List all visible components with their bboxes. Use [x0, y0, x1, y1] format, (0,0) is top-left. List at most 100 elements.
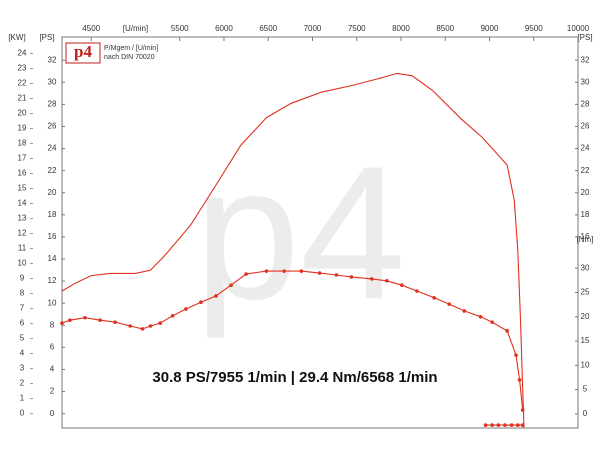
kw-tick-label: 14 [18, 199, 27, 208]
x-tick-label: 4500 [82, 24, 100, 33]
kw-tick-label: 11 [18, 244, 27, 253]
data-point [170, 314, 175, 318]
data-point [229, 283, 233, 288]
kw-tick-label: 4 [20, 349, 25, 358]
x-tick-label: 7000 [304, 24, 322, 33]
kw-tick-label: 20 [18, 109, 27, 118]
y-tick-label: 6 [50, 342, 55, 351]
y-tick-label-right: 20 [581, 188, 590, 197]
kw-tick-label: 16 [18, 169, 27, 178]
x-tick-label: 9500 [525, 24, 543, 33]
data-point [264, 269, 269, 273]
y-tick-label: 10 [48, 298, 57, 307]
data-point [214, 294, 218, 298]
y-tick-label: 18 [48, 210, 57, 219]
y-tick-label: 8 [50, 320, 55, 329]
kw-tick-label: 17 [18, 154, 27, 163]
x-tick-label: 5500 [171, 24, 189, 33]
kw-tick-label: 12 [18, 229, 27, 238]
kw-tick-label: 2 [20, 379, 25, 388]
annotation: 30.8 PS/7955 1/min | 29.4 Nm/6568 1/min [152, 369, 437, 386]
data-point [158, 321, 163, 325]
plot-frame [61, 36, 579, 429]
y-tick-label: 4 [50, 365, 55, 374]
kw-tick-label: 19 [18, 124, 27, 133]
y2-tick-label: 10 [581, 360, 590, 369]
y-tick-label: 0 [50, 409, 55, 418]
data-point [369, 277, 374, 281]
kw-tick-label: 6 [20, 319, 25, 328]
y-tick-label-right: 32 [581, 55, 590, 64]
kw-tick-label: 8 [20, 289, 25, 298]
series-line [61, 72, 525, 429]
kw-tick-label: 23 [18, 64, 27, 73]
data-point [317, 271, 322, 275]
y2-tick-label: 25 [581, 288, 590, 297]
y2-tick-label: 0 [583, 409, 588, 418]
logo-legend: p4 P/Mgem / [U/min] nach DIN 70020 [65, 42, 158, 64]
x-tick-label: 6500 [259, 24, 277, 33]
y-tick-label: 12 [48, 276, 57, 285]
watermark: p4 [194, 127, 405, 339]
data-point [490, 423, 494, 427]
kw-tick-label: 1 [20, 394, 25, 403]
data-point [184, 307, 188, 311]
data-point [514, 353, 518, 357]
y-tick-label-right: 28 [581, 99, 590, 108]
y2-axis-label: [Nm] [577, 235, 594, 244]
y2-tick-label: 5 [583, 385, 588, 394]
data-point [199, 300, 203, 305]
data-point [299, 269, 304, 273]
data-point [98, 318, 102, 322]
x-tick-label: 8000 [392, 24, 410, 33]
data-point [400, 283, 404, 288]
y2-tick-label: 30 [581, 263, 590, 272]
y-tick-label-right: 30 [581, 77, 590, 86]
y-tick-label: 22 [48, 166, 57, 175]
y-axis-label: [PS] [39, 33, 54, 42]
y-tick-label: 16 [48, 232, 57, 241]
y-tick-label-right: 26 [581, 122, 590, 131]
data-point [520, 423, 525, 427]
data-point [415, 289, 419, 293]
logo-box [65, 42, 101, 64]
y-tick-label: 20 [48, 188, 57, 197]
data-point [483, 423, 488, 427]
data-point [148, 324, 153, 328]
x-tick-label: 6000 [215, 24, 233, 33]
data-point [517, 378, 522, 382]
data-point [83, 315, 87, 320]
kw-tick-label: 18 [18, 139, 27, 148]
x-tick-label: 7500 [348, 24, 366, 33]
logo: p4 [74, 42, 92, 61]
data-point [447, 302, 452, 306]
legend-line: P/Mgem / [U/min] [104, 45, 158, 52]
data-point [60, 321, 64, 325]
data-point [516, 423, 520, 427]
data-point [282, 269, 286, 273]
x-tick-label: 9000 [481, 24, 499, 33]
data-point [113, 320, 117, 324]
y-tick-label-right: 16 [581, 232, 590, 241]
kw-tick-label: 5 [20, 334, 25, 343]
data-point [520, 408, 525, 412]
y-tick-label: 28 [48, 99, 57, 108]
data-point [505, 329, 509, 333]
data-point [478, 314, 483, 319]
y-tick-label-right: 18 [581, 210, 590, 219]
data-point [68, 318, 72, 322]
kw-tick-label: 22 [18, 79, 27, 88]
y-tick-label: 26 [48, 122, 57, 131]
data-point [128, 324, 132, 328]
kw-tick-label: 3 [20, 364, 25, 373]
kw-tick-label: 15 [18, 184, 27, 193]
data-point [509, 423, 514, 427]
kw-tick-label: 9 [20, 274, 25, 283]
data-point [349, 275, 354, 279]
x-axis-label: [U/min] [123, 24, 148, 33]
data-point [503, 423, 507, 427]
kw-tick-label: 0 [20, 409, 25, 418]
data-point [496, 423, 501, 427]
